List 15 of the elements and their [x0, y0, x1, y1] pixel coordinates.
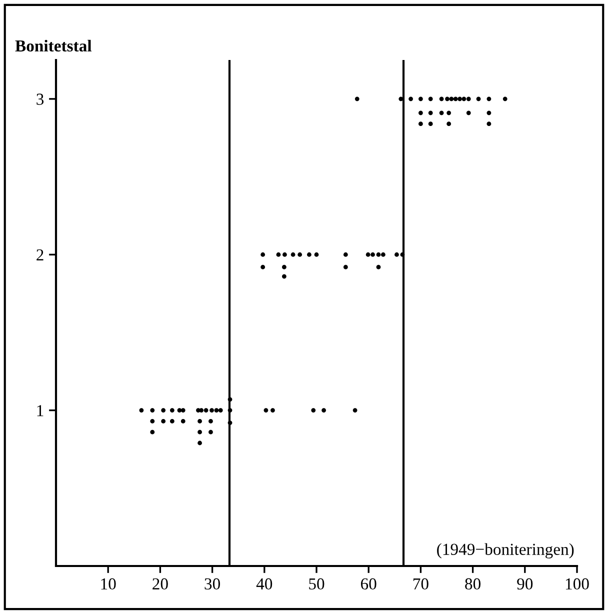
x-tick-label: 90	[517, 578, 533, 590]
x-tick-label: 40	[256, 578, 272, 590]
x-tick-label: 50	[309, 578, 324, 590]
x-tick-label: 10	[101, 578, 116, 590]
y-tick-label: 2	[36, 249, 44, 260]
x-tick-label: 60	[360, 578, 376, 590]
x-tick-label: 100	[566, 578, 589, 590]
y-axis-title: Bonitetstal	[15, 40, 92, 52]
x-tick-label: 20	[152, 578, 168, 590]
x-tick-label: 70	[413, 578, 428, 590]
x-tick-label: 80	[465, 578, 480, 590]
x-axis-title: (1949−boniteringen)	[437, 543, 574, 558]
x-tick-label: 30	[204, 578, 220, 590]
y-tick-label: 1	[37, 405, 44, 416]
y-tick-label: 3	[36, 94, 44, 105]
